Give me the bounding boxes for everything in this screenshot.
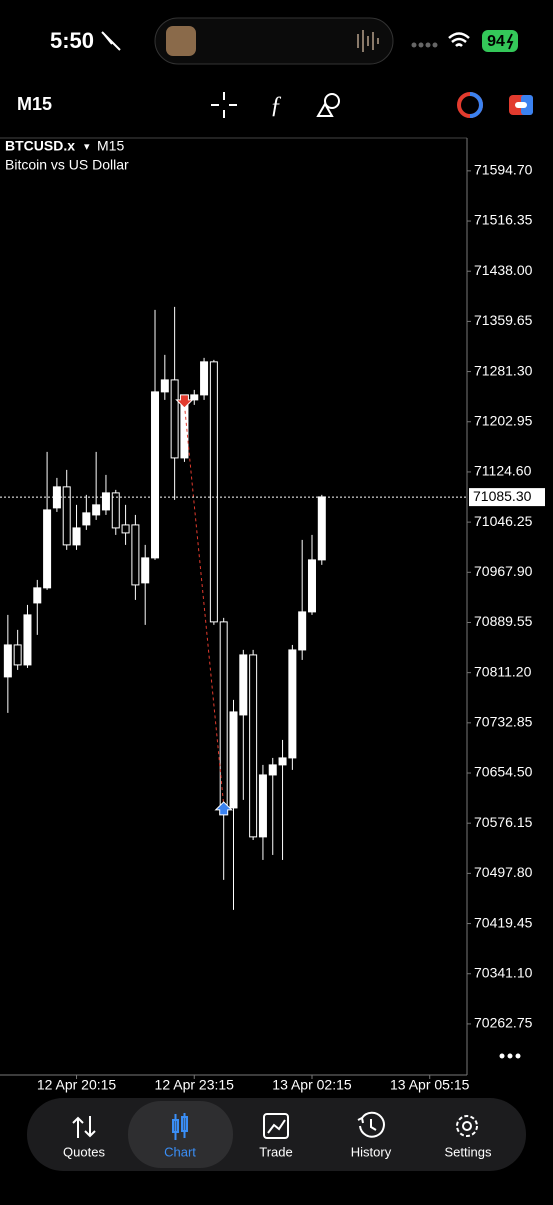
candle-body (307, 559, 316, 613)
candle-body (23, 614, 32, 666)
candle-body (101, 492, 110, 511)
active-tab-highlight (128, 1101, 233, 1168)
y-tick-label: 71359.65 (474, 312, 533, 328)
y-tick-label: 70967.90 (474, 563, 533, 579)
tab-label[interactable]: Trade (259, 1144, 292, 1159)
trade-marker (214, 801, 233, 816)
candle-body (317, 496, 326, 561)
candle-body (43, 509, 52, 589)
candle-body (239, 654, 248, 716)
x-tick-label: 13 Apr 05:15 (390, 1077, 470, 1093)
y-tick-label: 71281.30 (474, 362, 533, 378)
candle-body (72, 527, 81, 546)
y-tick-label: 71438.00 (474, 262, 533, 278)
candle-body (209, 361, 218, 623)
candle-body (13, 644, 22, 666)
y-tick-label: 70732.85 (474, 714, 533, 730)
trade-marker (175, 394, 194, 409)
candle-body (33, 587, 42, 604)
audio-wave (357, 30, 379, 52)
indicators-button[interactable]: ƒ (270, 93, 282, 119)
signal-icon (411, 42, 438, 48)
candle-body (121, 524, 130, 534)
tab-label[interactable]: Quotes (63, 1144, 105, 1159)
candle-body (170, 379, 179, 459)
y-tick-label: 70889.55 (474, 613, 533, 629)
y-tick-label: 70576.15 (474, 814, 533, 830)
candle-body (190, 394, 199, 401)
y-tick-label: 71516.35 (474, 212, 533, 228)
settings-icon (456, 1115, 478, 1137)
album-art (166, 26, 196, 56)
candle-body (141, 557, 150, 584)
candle-body (92, 504, 101, 516)
y-tick-label: 70341.10 (474, 964, 533, 980)
trade-tab-icon (263, 1113, 289, 1139)
candle-body (3, 644, 12, 678)
status-time: 5:50 (50, 28, 94, 53)
candle-body (249, 654, 258, 838)
trade-link (183, 404, 225, 805)
charging-icon (506, 33, 514, 50)
candle-body (229, 711, 238, 809)
tab-label[interactable]: History (351, 1144, 392, 1159)
y-tick-label: 71046.25 (474, 513, 533, 529)
battery (482, 30, 518, 52)
candle-body (200, 361, 209, 396)
dynamic-island (154, 17, 394, 65)
candle-body (288, 649, 297, 759)
y-tick-label: 70262.75 (474, 1015, 533, 1031)
candle-body (298, 611, 307, 651)
y-tick-label: 71202.95 (474, 412, 533, 428)
objects-button[interactable] (316, 93, 340, 117)
wifi-icon (448, 32, 470, 47)
candle-body (82, 512, 91, 526)
timeframe-button[interactable]: M15 (17, 94, 52, 114)
y-tick-label: 70419.45 (474, 914, 533, 930)
trade-icon[interactable] (509, 95, 533, 115)
y-tick-label: 71124.60 (474, 463, 532, 479)
mute-icon (101, 31, 121, 51)
y-tick-label: 70654.50 (474, 764, 533, 780)
candle-body (151, 391, 160, 559)
symbol: BTCUSD.x (5, 138, 75, 154)
battery-level: 94 (487, 33, 505, 50)
x-tick-label: 13 Apr 02:15 (272, 1077, 352, 1093)
x-tick-label: 12 Apr 23:15 (155, 1077, 235, 1093)
chart-timeframe: M15 (97, 138, 124, 154)
current-price-box (469, 488, 545, 507)
chart-icon (172, 1113, 188, 1140)
y-tick-label: 71594.70 (474, 162, 533, 178)
symbol-description: Bitcoin vs US Dollar (5, 157, 129, 173)
candle-body (62, 486, 71, 546)
candle-body (131, 524, 140, 586)
candle-body (160, 379, 169, 393)
history-icon (357, 1111, 385, 1138)
quotes-icon (72, 1116, 96, 1138)
x-tick-label: 12 Apr 20:15 (37, 1077, 117, 1093)
candle-body (268, 764, 277, 776)
tab-label[interactable]: Settings (445, 1144, 492, 1159)
candle-body (278, 757, 287, 766)
y-tick-label: 70811.20 (474, 663, 532, 679)
candle-body (258, 774, 267, 838)
more-button[interactable] (499, 1053, 521, 1059)
candle-body (219, 621, 228, 809)
account-icon[interactable] (457, 92, 483, 118)
symbol-dropdown[interactable]: ▾ (84, 141, 90, 153)
current-price-label: 71085.30 (473, 488, 532, 504)
candle-body (111, 492, 120, 529)
tab-bar (27, 1098, 526, 1171)
tab-label[interactable]: Chart (164, 1144, 196, 1159)
crosshair-button[interactable] (211, 92, 237, 118)
y-tick-label: 70497.80 (474, 864, 533, 880)
